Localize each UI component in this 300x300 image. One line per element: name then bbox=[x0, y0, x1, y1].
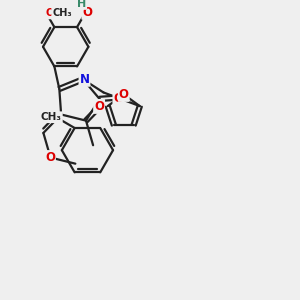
Text: H: H bbox=[77, 0, 86, 9]
Text: O: O bbox=[119, 88, 129, 101]
Text: CH₃: CH₃ bbox=[41, 112, 62, 122]
Text: O: O bbox=[46, 8, 55, 18]
Text: O: O bbox=[45, 151, 55, 164]
Text: N: N bbox=[80, 73, 89, 86]
Text: CH₃: CH₃ bbox=[52, 8, 72, 18]
Text: O: O bbox=[94, 100, 104, 113]
Text: O: O bbox=[113, 92, 123, 105]
Text: O: O bbox=[82, 6, 92, 19]
